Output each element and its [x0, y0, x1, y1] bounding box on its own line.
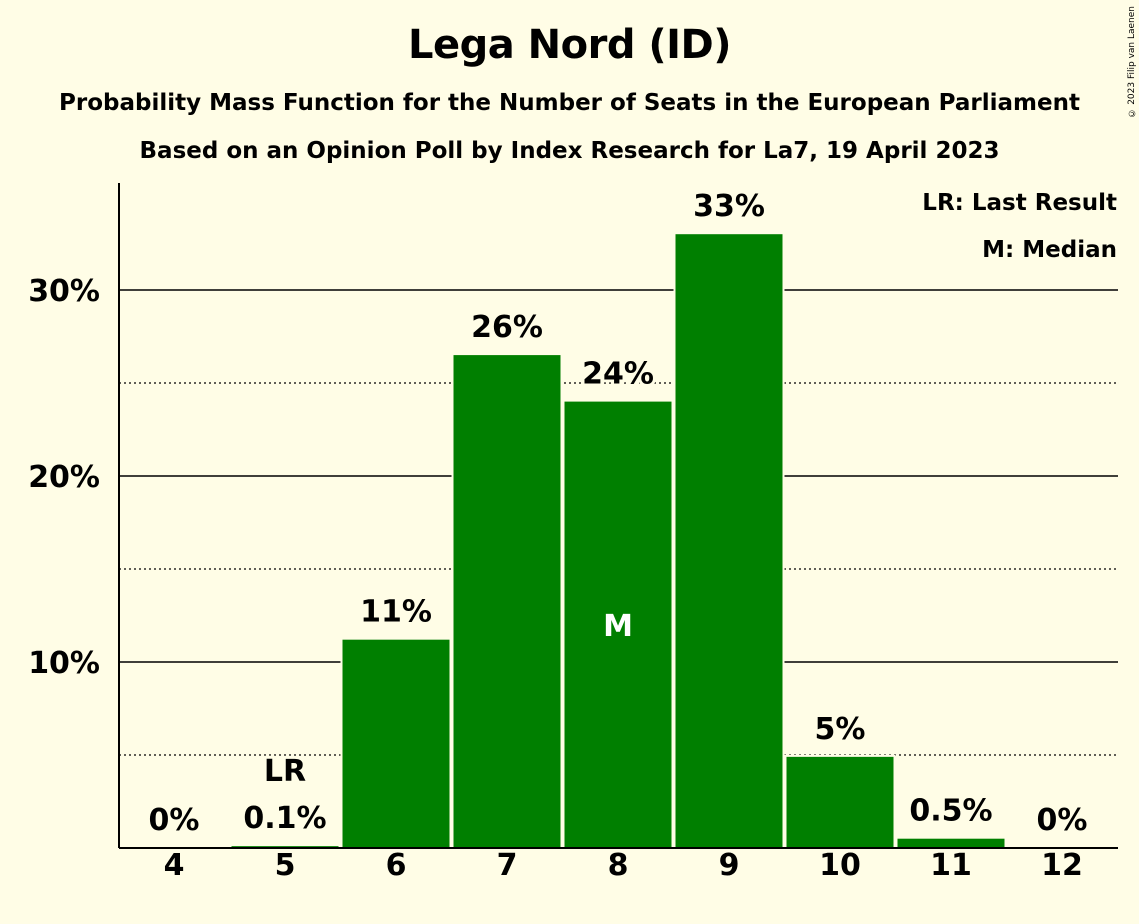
data-label: 5% [815, 712, 866, 747]
y-tick-label: 20% [28, 460, 100, 495]
labels: 10% 20% 30% 4 0% 5 0.1% LR 6 11% 7 26% 8 24% M 9 33% 10 5%… [28, 186, 1090, 883]
x-tick-label: 12 [1041, 848, 1083, 883]
x-tick-label: 10 [819, 848, 861, 883]
x-tick-label: 7 [497, 848, 518, 883]
data-label: 11% [360, 595, 432, 630]
bars [229, 232, 1007, 848]
x-tick-label: 6 [386, 848, 407, 883]
chart-subtitle: Probability Mass Function for the Number… [59, 90, 1080, 116]
bar-11 [897, 838, 1005, 848]
gridlines [119, 289, 1118, 756]
data-label: 0.5% [909, 794, 992, 829]
bar-6 [342, 639, 450, 848]
bar-7 [453, 355, 561, 848]
x-tick-label: 9 [719, 848, 740, 883]
y-tick-label: 30% [28, 274, 100, 309]
bar-halo [229, 844, 341, 848]
last-result-marker: LR [264, 754, 306, 789]
x-tick-label: 4 [164, 848, 185, 883]
bar-10 [786, 756, 894, 848]
chart-source: Based on an Opinion Poll by Index Resear… [139, 138, 1000, 164]
data-label: 0% [149, 803, 200, 838]
legend-median: M: Median [982, 237, 1117, 263]
data-label: 33% [693, 189, 765, 224]
bar-9 [675, 234, 783, 848]
x-tick-label: 5 [275, 848, 296, 883]
data-label: 26% [471, 310, 543, 345]
x-tick-label: 11 [930, 848, 972, 883]
data-label: 24% [582, 357, 654, 392]
axes [118, 183, 1118, 849]
bar-8 [564, 401, 672, 848]
data-label: 0% [1037, 803, 1088, 838]
x-tick-label: 8 [608, 848, 629, 883]
y-tick-label: 10% [28, 646, 100, 681]
chart-title: Lega Nord (ID) [407, 22, 732, 68]
median-marker: M [603, 609, 633, 644]
data-label: 0.1% [243, 801, 326, 836]
legend-last-result: LR: Last Result [922, 190, 1117, 216]
